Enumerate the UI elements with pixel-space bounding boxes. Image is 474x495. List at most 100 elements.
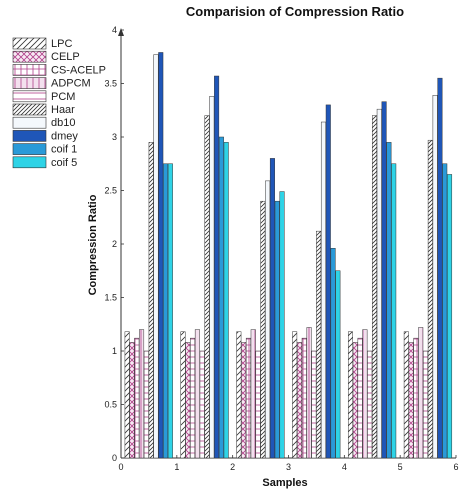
bar-cs-acelp [134,337,140,459]
legend-swatch-dmey [12,130,47,142]
legend-swatch-cs-acelp [12,64,47,76]
y-tick-label: 1.5 [104,293,117,303]
bar-adpcm [194,329,200,459]
y-tick-label: 0.5 [104,400,117,410]
bar-coif-5 [279,191,285,459]
legend-swatch-db10 [12,116,47,129]
bar-coif-1 [386,142,392,459]
y-axis-arrow [118,28,124,36]
x-axis-label: Samples [262,477,307,489]
legend-label: dmey [51,130,78,142]
bar-coif-5 [223,142,229,459]
bar-coif-1 [442,163,448,459]
bar-haar [148,142,154,459]
bar-celp [241,342,247,459]
bar-celp [129,342,135,459]
bar-adpcm [418,327,424,459]
y-tick-label: 3 [112,132,117,142]
bar-celp [352,342,358,459]
bar-adpcm [362,329,368,459]
bar-coif-1 [163,163,169,459]
bar-coif-1 [274,200,280,459]
legend-label: LPC [51,38,72,50]
bar-lpc [292,331,298,459]
x-tick-label: 4 [342,462,347,472]
bar-db10 [432,95,438,459]
bar-lpc [236,331,242,459]
bar-dmey [214,75,220,459]
bar-dmey [437,77,443,459]
bar-haar [204,115,210,459]
bar-group [124,52,173,459]
y-tick-label: 2.5 [104,186,117,196]
bar-adpcm [139,329,145,459]
plot-area: 0 0.5 1 1.5 2 2.5 3 3.5 4 0 1 2 3 4 5 6 [104,25,458,472]
bar-cs-acelp [245,337,251,459]
bar-dmey [325,104,331,459]
legend-label: coif 5 [51,157,77,169]
bar-db10 [265,180,271,459]
bar-pcm [367,350,373,459]
bar-lpc [180,331,186,459]
legend-label: CELP [51,51,80,63]
bar-pcm [311,350,317,459]
bar-cs-acelp [190,337,196,459]
bar-coif-1 [218,136,224,459]
bar-adpcm [306,327,312,459]
y-tick-label: 3.5 [104,79,117,89]
bar-cs-acelp [413,337,419,459]
bar-haar [372,115,378,459]
bar-pcm [255,350,261,459]
x-tick-label: 2 [230,462,235,472]
bar-haar [260,200,266,459]
bar-coif-5 [335,270,341,459]
bar-celp [296,342,302,459]
y-tick-label: 2 [112,239,117,249]
bar-db10 [320,121,326,459]
bar-db10 [376,108,382,459]
bar-celp [185,342,191,459]
bar-adpcm [250,329,256,459]
bar-dmey [158,52,164,459]
x-tick-label: 0 [118,462,123,472]
bar-group [236,158,285,459]
bar-db10 [209,96,215,459]
y-tick-label: 0 [112,453,117,463]
legend-label: Haar [51,104,75,116]
legend-swatch-coif-1 [12,143,47,155]
legend-label: ADPCM [51,78,91,90]
bar-pcm [199,350,205,459]
bar-lpc [124,331,130,459]
bar-haar [316,230,322,459]
x-tick-label: 1 [174,462,179,472]
bar-db10 [153,54,159,459]
legend-swatch-adpcm [12,77,47,89]
bar-group [292,104,341,459]
bar-haar [427,139,433,459]
bar-coif-5 [391,163,397,459]
bar-coif-5 [167,163,173,459]
y-axis-label: Compression Ratio [87,194,99,295]
legend-label: coif 1 [51,144,77,156]
legend-label: PCM [51,91,75,103]
legend-swatch-celp [12,50,47,63]
x-tick-label: 3 [286,462,291,472]
bar-celp [408,342,414,459]
legend-label: CS-ACELP [51,64,106,76]
bar-group [347,101,397,459]
y-tick-label: 1 [112,346,117,356]
bar-coif-1 [330,248,336,459]
bar-dmey [269,158,275,459]
bar-coif-5 [447,174,453,459]
bar-group [180,75,229,459]
chart-title: Comparision of Compression Ratio [186,4,404,19]
bar-pcm [423,350,429,459]
bar-dmey [381,101,387,459]
legend-swatch-haar [12,103,47,116]
legend-swatch-coif-5 [12,156,47,169]
legend-swatch-lpc [12,37,47,50]
bar-pcm [143,350,149,459]
bar-group [403,77,453,459]
